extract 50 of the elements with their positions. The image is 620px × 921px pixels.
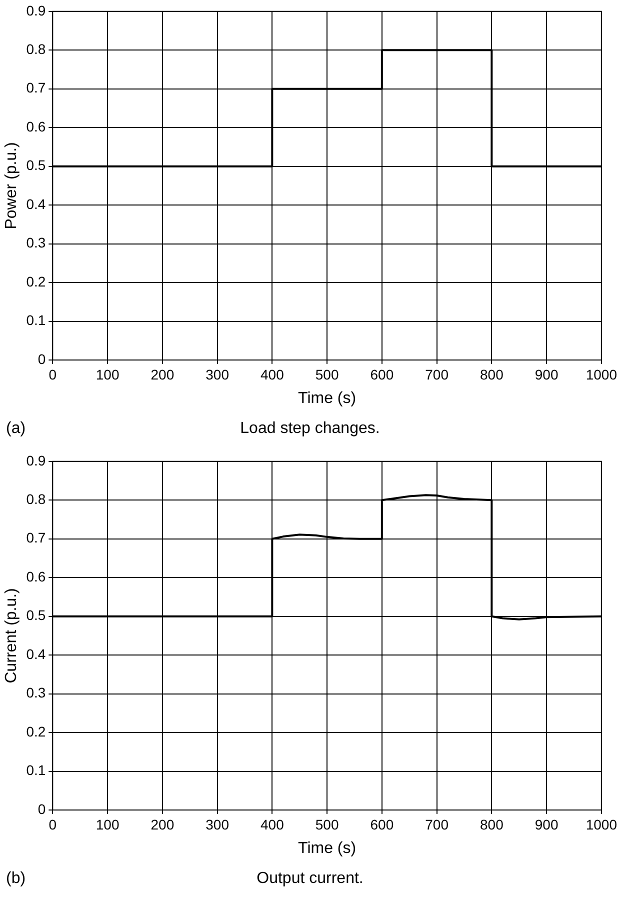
y-tick-label: 0.7 — [26, 80, 46, 96]
y-tick-label: 0.3 — [26, 684, 46, 701]
y-axis-title: Power (p.u.) — [3, 142, 20, 230]
y-tick-label: 0.6 — [26, 118, 46, 134]
text: Load step changes. — [240, 420, 380, 437]
y-tick-label: 0.5 — [26, 607, 46, 624]
y-tick-label: 0.7 — [26, 530, 46, 546]
y-tick-label: 0.2 — [26, 723, 46, 740]
x-tick-label: 500 — [315, 816, 339, 832]
x-axis-title: Time (s) — [298, 840, 356, 857]
text: (b) — [6, 870, 26, 888]
x-tick-label: 400 — [260, 366, 284, 382]
x-tick-label: 200 — [150, 816, 174, 832]
x-tick-label: 1000 — [586, 816, 618, 832]
y-tick-label: 0.1 — [26, 312, 46, 328]
y-tick-label: 0.4 — [26, 646, 46, 662]
text: Output current. — [256, 870, 364, 887]
x-tick-label: 600 — [370, 816, 394, 832]
x-tick-label: 100 — [96, 366, 120, 382]
x-tick-label: 1000 — [586, 366, 618, 382]
x-tick-label: 100 — [96, 816, 120, 832]
x-tick-label: 500 — [315, 366, 339, 382]
y-tick-label: 0.9 — [26, 452, 46, 468]
x-tick-label: 400 — [260, 816, 284, 832]
y-tick-label: 0.3 — [26, 234, 46, 251]
y-tick-label: 0.2 — [26, 273, 46, 290]
x-tick-label: 700 — [425, 816, 449, 832]
y-tick-label: 0 — [38, 800, 46, 817]
y-tick-label: 0.8 — [26, 40, 46, 57]
x-tick-label: 900 — [534, 366, 558, 382]
x-tick-label: 0 — [48, 366, 57, 382]
y-tick-label: 0.5 — [26, 157, 46, 174]
y-tick-label: 0.4 — [26, 196, 46, 212]
x-tick-label: 200 — [150, 366, 174, 382]
text: (a) — [6, 420, 26, 438]
x-tick-label: 800 — [480, 366, 504, 382]
y-tick-label: 0 — [38, 350, 46, 367]
y-tick-label: 0.9 — [26, 2, 46, 18]
y-tick-label: 0.1 — [26, 762, 46, 778]
x-axis-title: Time (s) — [298, 390, 356, 407]
x-tick-label: 600 — [370, 366, 394, 382]
y-tick-label: 0.6 — [26, 568, 46, 584]
y-tick-label: 0.8 — [26, 490, 46, 507]
x-tick-label: 300 — [206, 366, 230, 382]
x-tick-label: 300 — [206, 816, 230, 832]
x-tick-label: 800 — [480, 816, 504, 832]
y-axis-title: Current (p.u.) — [3, 588, 20, 684]
x-tick-label: 700 — [425, 366, 449, 382]
x-tick-label: 900 — [534, 816, 558, 832]
x-tick-label: 0 — [48, 816, 57, 832]
